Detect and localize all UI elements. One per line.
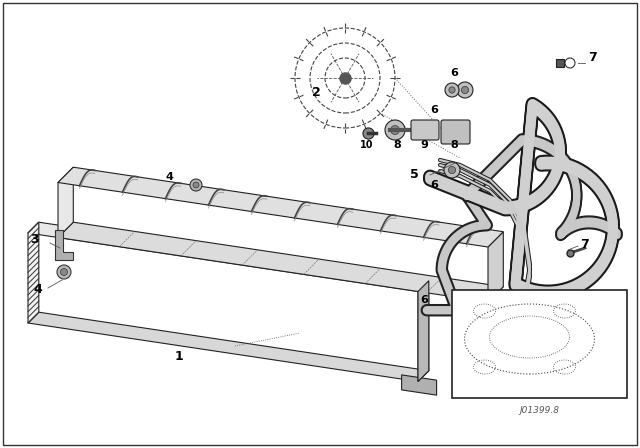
Text: 10: 10 <box>360 140 374 150</box>
Polygon shape <box>58 167 503 247</box>
Circle shape <box>385 120 405 140</box>
Polygon shape <box>55 230 73 260</box>
Circle shape <box>61 268 67 276</box>
Circle shape <box>57 265 71 279</box>
Text: 3: 3 <box>30 233 38 246</box>
Text: 6: 6 <box>430 180 438 190</box>
Circle shape <box>190 179 202 191</box>
Text: 6: 6 <box>420 295 428 305</box>
Text: 1: 1 <box>175 350 184 363</box>
Polygon shape <box>28 222 429 292</box>
Text: 9: 9 <box>420 140 428 150</box>
Text: 6: 6 <box>430 105 438 115</box>
Text: 8: 8 <box>393 140 401 150</box>
Polygon shape <box>488 232 503 302</box>
Text: 7: 7 <box>588 51 596 64</box>
Circle shape <box>444 162 460 178</box>
Text: 6: 6 <box>450 68 458 78</box>
Text: J01399.8: J01399.8 <box>520 406 559 415</box>
Circle shape <box>445 83 459 97</box>
Circle shape <box>390 125 399 134</box>
Circle shape <box>444 125 460 141</box>
FancyBboxPatch shape <box>411 120 439 140</box>
Circle shape <box>457 82 473 98</box>
Circle shape <box>449 129 456 137</box>
Bar <box>452 290 627 398</box>
Polygon shape <box>28 222 39 323</box>
Text: 4: 4 <box>33 283 42 296</box>
Polygon shape <box>58 222 503 302</box>
Polygon shape <box>402 375 436 395</box>
Polygon shape <box>418 281 429 382</box>
Text: 2: 2 <box>312 86 321 99</box>
Polygon shape <box>28 312 429 382</box>
FancyBboxPatch shape <box>441 120 470 144</box>
Circle shape <box>449 87 455 93</box>
Text: 5: 5 <box>410 168 419 181</box>
Circle shape <box>193 182 199 188</box>
Polygon shape <box>418 281 429 382</box>
Text: 4: 4 <box>165 172 173 182</box>
Circle shape <box>461 86 468 94</box>
Text: 8: 8 <box>450 140 458 150</box>
Circle shape <box>565 58 575 68</box>
Circle shape <box>449 166 456 174</box>
Polygon shape <box>58 167 74 237</box>
Text: 7: 7 <box>580 238 589 251</box>
